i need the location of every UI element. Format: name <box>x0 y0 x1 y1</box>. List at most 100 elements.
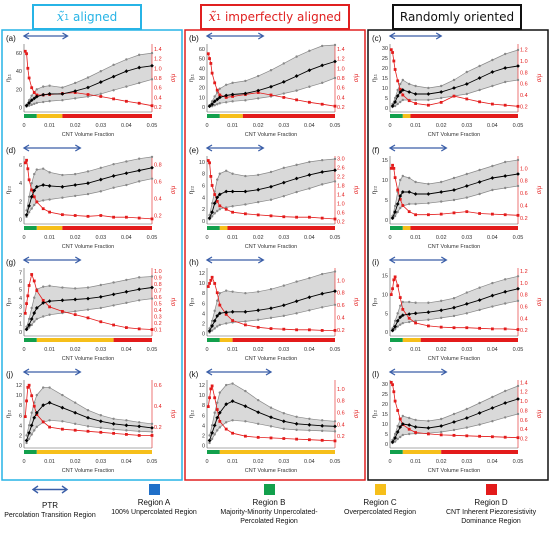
x-tick-label: 0 <box>205 459 208 465</box>
mean-point <box>73 89 78 94</box>
sigma-point <box>25 158 28 162</box>
sigma-point <box>427 103 430 107</box>
x-tick-label: 0.03 <box>461 235 472 241</box>
legend-region-d-title: Region D <box>474 498 508 507</box>
y-tick-label: 0 <box>19 330 22 336</box>
y2-tick-label: 0.4 <box>520 93 528 99</box>
header-aligned-label: aligned <box>73 10 118 24</box>
y2-tick-label: 0.8 <box>154 282 162 288</box>
y2-tick-label: 0.4 <box>154 308 162 314</box>
region-bar-b <box>24 450 37 454</box>
region-bar-c <box>36 450 152 454</box>
sigma-point <box>30 273 34 276</box>
mean-point <box>426 426 431 430</box>
y2-tick-label: 0.8 <box>154 163 162 169</box>
x-axis-title: CNT Volume Fraction <box>62 356 114 362</box>
mean-point <box>98 177 103 182</box>
upper-bound-point <box>27 424 31 427</box>
x-tick-label: 0.04 <box>121 123 132 129</box>
upper-bound-point <box>321 419 324 422</box>
sigma-point <box>503 327 507 331</box>
y-tick-label: 2 <box>202 207 205 213</box>
y-tick-label: 10 <box>16 393 22 399</box>
mean-point <box>398 315 403 320</box>
mean-point <box>477 298 482 303</box>
panel-label: (i) <box>372 258 379 267</box>
upper-bound-point <box>321 158 324 162</box>
upper-bound-point <box>282 62 285 65</box>
lower-bound-point <box>42 100 45 104</box>
region-bar-d <box>227 226 335 230</box>
region-b-swatch <box>263 484 275 495</box>
sigma-point <box>48 425 51 429</box>
mean-point <box>86 296 90 301</box>
x-tick-label: 0.05 <box>330 459 341 465</box>
y2-tick-label: 0.1 <box>154 328 162 334</box>
sigma-point <box>320 329 324 332</box>
sigma-point <box>503 435 507 439</box>
x-tick-label: 0.01 <box>227 123 238 129</box>
y2-tick-label: 0.6 <box>520 304 528 310</box>
mean-point <box>464 82 469 86</box>
y2-axis-title: σ/μ <box>354 409 360 418</box>
upper-bound-point <box>231 290 234 293</box>
upper-bound-point <box>74 401 77 404</box>
sigma-point <box>308 328 311 332</box>
y2-tick-label: 0.6 <box>337 411 345 417</box>
sigma-point <box>439 100 443 104</box>
header-aligned: x̃ 1 aligned <box>32 4 142 30</box>
sigma-point <box>231 431 234 435</box>
sigma-point <box>333 104 337 108</box>
upper-bound-point <box>393 96 397 100</box>
y-tick-label: 10 <box>382 86 388 92</box>
lower-bound-point <box>321 306 324 309</box>
sigma-point <box>491 435 494 439</box>
mean-point <box>269 306 273 311</box>
y-tick-label: 6 <box>19 279 22 285</box>
lower-bound-point <box>112 304 115 307</box>
y2-tick-label: 1.2 <box>337 57 345 63</box>
lower-bound-point <box>225 421 228 424</box>
x-tick-label: 0.02 <box>70 123 81 129</box>
mean-point <box>34 94 39 99</box>
x-tick-label: 0.01 <box>44 347 55 353</box>
x-tick-label: 0.05 <box>330 347 341 353</box>
y2-tick-label: 1.4 <box>337 193 345 199</box>
ptr-arrow-left-head <box>205 32 213 40</box>
x-tick-label: 0.04 <box>304 459 315 465</box>
x-tick-label: 0 <box>388 123 391 129</box>
y-tick-label: 40 <box>16 69 22 75</box>
y2-tick-label: 3.0 <box>337 156 345 162</box>
sigma-point <box>125 99 128 103</box>
x-tick-label: 0.05 <box>330 235 341 241</box>
bound-band <box>392 386 518 443</box>
region-bar-c <box>36 114 63 118</box>
upper-bound-point <box>86 76 90 79</box>
upper-bound-point <box>414 180 417 184</box>
region-bar-c <box>402 450 442 454</box>
mean-point <box>111 421 116 426</box>
sigma-point <box>150 328 154 331</box>
lower-bound-point <box>125 301 128 305</box>
y2-axis-title: σ/μ <box>537 297 543 306</box>
y-tick-label: 0 <box>385 218 388 224</box>
y2-tick-label: 1.0 <box>337 66 345 72</box>
y-axis-title: η₃₃ <box>5 297 12 306</box>
y-tick-label: 40 <box>199 66 205 72</box>
y2-axis-title: σ/μ <box>537 409 543 418</box>
y-tick-label: 20 <box>382 402 388 408</box>
ptr-arrow-left-head <box>388 32 396 40</box>
sigma-point <box>398 197 402 201</box>
y2-tick-label: 0.6 <box>154 180 162 186</box>
y-tick-label: 10 <box>199 95 205 101</box>
upper-bound-point <box>99 283 103 287</box>
mean-point <box>217 311 222 316</box>
lower-bound-point <box>396 325 399 328</box>
mean-point <box>439 308 444 313</box>
lower-bound-point <box>333 180 337 183</box>
mean-point <box>516 64 520 68</box>
lower-bound-point <box>399 435 402 439</box>
lower-bound-point <box>414 319 417 323</box>
upper-bound-point <box>269 287 273 291</box>
